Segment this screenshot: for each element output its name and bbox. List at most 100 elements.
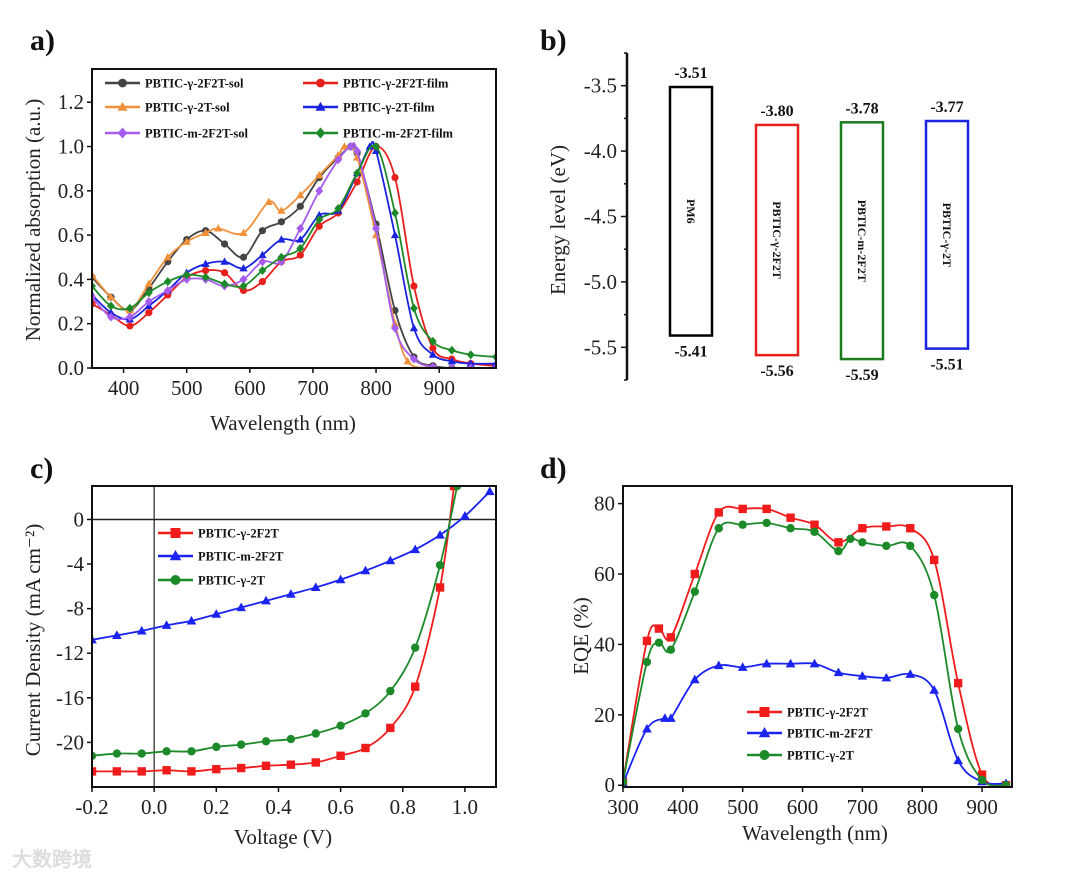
- data-point: [809, 658, 820, 668]
- data-point: [315, 222, 323, 230]
- energy-level-2: -3.78 -5.59 PBTIC-m-2F2T: [839, 100, 885, 384]
- data-point: [846, 534, 855, 544]
- legend-label: PBTIC-γ-2F2T: [198, 527, 280, 541]
- series-2: [92, 142, 496, 368]
- data-point: [340, 142, 349, 150]
- data-point: [930, 555, 939, 565]
- data-point: [212, 764, 221, 774]
- data-point: [214, 224, 223, 232]
- data-point: [353, 178, 361, 186]
- data-point: [834, 546, 843, 556]
- legend-item: PBTIC-γ-2T-sol: [105, 101, 230, 115]
- chart-b-ylabel: Energy level (eV): [546, 145, 570, 295]
- data-point: [353, 146, 362, 156]
- data-point: [447, 345, 456, 355]
- data-point: [642, 723, 652, 733]
- data-point: [92, 270, 97, 279]
- data-point: [258, 278, 267, 286]
- data-point: [372, 223, 381, 233]
- data-point: [125, 303, 134, 313]
- series-0: [623, 504, 1011, 787]
- data-point: [690, 587, 700, 596]
- data-point: [428, 350, 438, 358]
- y-tick-label: 0.4: [58, 267, 85, 291]
- legend-label: PBTIC-γ-2T: [787, 749, 855, 763]
- chart-a: 400 500 600 700 800 900 0.0 0.2 0.4 0.6 0.8 1.0 1.2 P…: [58, 68, 497, 400]
- data-point: [220, 269, 229, 277]
- data-point: [858, 524, 867, 533]
- plot-frame: [91, 485, 497, 788]
- y-tick-label: 0: [605, 773, 616, 797]
- data-point: [391, 173, 399, 182]
- x-tick-label: 900: [966, 795, 998, 819]
- data-point: [126, 322, 134, 330]
- data-point: [315, 186, 324, 196]
- series-0: [92, 142, 496, 368]
- data-point: [410, 282, 418, 290]
- data-point: [977, 770, 987, 779]
- data-point: [858, 538, 867, 547]
- data-point: [810, 520, 819, 529]
- x-tick-label: 600: [234, 376, 266, 400]
- data-point: [882, 541, 891, 551]
- legend-label: PBTIC-m-2F2T-film: [343, 127, 454, 141]
- x-tick-label: 700: [297, 376, 329, 400]
- data-point: [334, 204, 343, 214]
- data-point: [201, 228, 210, 236]
- data-point: [106, 312, 115, 322]
- data-point: [642, 636, 652, 646]
- data-point: [857, 671, 868, 680]
- energy-level-0: -3.51 -5.41 PM6: [668, 65, 714, 361]
- lumo-label: -3.77: [930, 99, 963, 116]
- data-point: [409, 323, 419, 332]
- data-point: [186, 615, 197, 625]
- data-point: [447, 363, 456, 368]
- y-tick-label: -4.5: [584, 205, 617, 229]
- data-point: [202, 266, 210, 275]
- data-point: [785, 658, 796, 668]
- data-point: [92, 767, 97, 776]
- data-point: [428, 336, 437, 346]
- data-point: [201, 272, 210, 282]
- series-2: [92, 486, 462, 760]
- data-point: [161, 620, 172, 629]
- series-line: [92, 145, 496, 367]
- data-point: [144, 279, 153, 287]
- series-3: [92, 140, 496, 367]
- legend-marker: [169, 550, 182, 561]
- legend-label: PBTIC-γ-2F2T-film: [343, 77, 449, 91]
- data-point: [163, 252, 172, 261]
- y-tick-label: 0.8: [58, 179, 84, 203]
- legend-marker: [315, 101, 326, 111]
- data-point: [336, 721, 345, 730]
- data-point: [409, 303, 418, 313]
- data-point: [106, 308, 116, 316]
- data-point: [953, 724, 963, 734]
- data-point: [361, 743, 370, 753]
- x-tick-label: 500: [727, 795, 759, 819]
- x-tick-label: 800: [360, 376, 392, 400]
- data-point: [390, 319, 400, 327]
- legend-item: PBTIC-γ-2F2T: [158, 527, 280, 541]
- data-point: [277, 252, 286, 262]
- data-point: [264, 197, 273, 205]
- x-tick-label: 0.6: [327, 795, 353, 819]
- data-point: [403, 357, 412, 365]
- data-point: [261, 595, 271, 605]
- data-point: [315, 210, 324, 219]
- data-point: [112, 630, 122, 639]
- data-point: [296, 235, 305, 243]
- lumo-label: -3.78: [845, 100, 878, 117]
- plot-frame: [622, 485, 1013, 788]
- legend-marker: [759, 707, 770, 717]
- y-tick-label: -12: [56, 641, 84, 665]
- legend-item: PBTIC-γ-2F2T: [747, 706, 869, 720]
- data-point: [311, 729, 320, 738]
- material-label: PBTIC-γ-2T: [940, 203, 954, 267]
- series-line: [92, 143, 496, 368]
- data-point: [145, 309, 153, 317]
- data-point: [137, 767, 146, 776]
- x-tick-label: 0.4: [265, 795, 292, 819]
- data-point: [277, 218, 285, 226]
- data-point: [484, 486, 495, 496]
